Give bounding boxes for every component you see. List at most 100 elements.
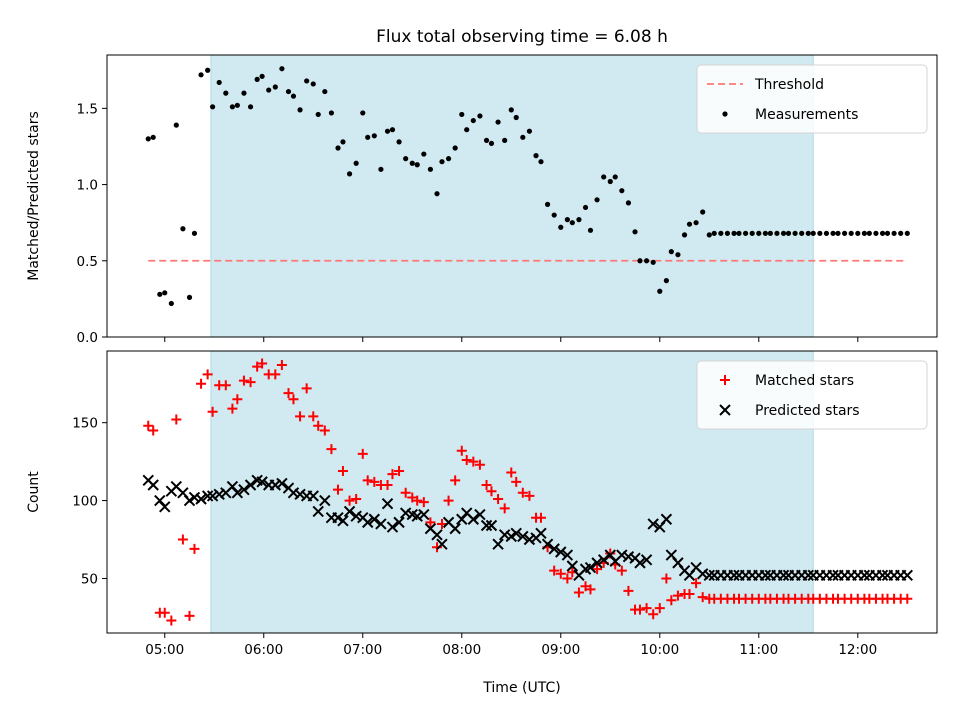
y-tick-label: 50	[81, 571, 98, 587]
y-tick-label: 1.5	[77, 101, 98, 117]
data-point	[198, 72, 204, 78]
data-point	[549, 565, 560, 576]
data-point	[827, 569, 839, 582]
data-point	[369, 476, 380, 487]
data-point	[247, 104, 254, 110]
data-point	[810, 230, 816, 236]
data-point	[414, 162, 420, 168]
data-point	[474, 508, 486, 521]
data-point	[634, 604, 645, 615]
data-point	[297, 107, 303, 113]
data-point	[362, 516, 374, 529]
data-point	[259, 73, 265, 79]
data-point	[661, 573, 672, 584]
data-point	[731, 230, 737, 236]
data-point	[524, 490, 535, 501]
data-point	[468, 456, 479, 467]
data-point	[492, 538, 504, 550]
x-tick-label: 08:00	[442, 642, 481, 658]
data-point	[464, 127, 470, 133]
data-point	[675, 252, 681, 258]
data-point	[207, 406, 218, 417]
data-point	[483, 137, 490, 143]
data-point	[511, 476, 522, 487]
y-axis-label: Matched/Predicted stars	[26, 111, 42, 281]
data-point	[861, 230, 867, 236]
data-point	[654, 603, 665, 614]
data-point	[353, 160, 359, 166]
data-point	[855, 230, 861, 236]
panel-counts: 05:00 06:00 07:00 08:00 09:00 10:00 11:00 12:00…	[26, 350, 938, 658]
data-point	[623, 585, 634, 596]
data-point	[749, 230, 755, 236]
data-point	[227, 403, 238, 414]
data-point	[718, 230, 724, 236]
data-point	[269, 479, 282, 491]
data-point	[223, 90, 229, 96]
data-point	[637, 258, 643, 264]
data-point	[672, 590, 683, 601]
data-point	[564, 217, 570, 223]
data-point	[591, 557, 603, 569]
data-point	[622, 550, 635, 563]
data-point	[283, 388, 294, 399]
data-point	[335, 145, 341, 151]
legend-label: Predicted stars	[755, 403, 860, 419]
data-point	[696, 568, 709, 580]
data-point	[294, 488, 306, 501]
data-point	[640, 554, 653, 566]
data-point	[780, 230, 787, 236]
data-point	[180, 226, 186, 232]
data-point	[387, 469, 398, 480]
data-point	[386, 521, 399, 533]
data-point	[357, 448, 368, 459]
data-point	[700, 209, 706, 215]
data-point	[232, 394, 243, 405]
data-point	[238, 483, 250, 496]
data-point	[157, 291, 163, 297]
data-point	[238, 375, 249, 386]
data-point	[337, 515, 349, 527]
data-point	[657, 288, 663, 294]
data-point	[510, 527, 522, 539]
data-point	[337, 465, 348, 476]
data-point	[533, 153, 539, 159]
data-point	[548, 543, 560, 555]
data-point	[244, 479, 257, 491]
data-point	[643, 258, 650, 264]
data-point	[411, 510, 423, 522]
data-point	[759, 569, 772, 582]
data-point	[858, 569, 871, 582]
data-point	[168, 300, 174, 307]
x-tick-label: 12:00	[838, 642, 877, 658]
data-point	[480, 519, 493, 532]
data-point	[350, 510, 362, 522]
data-point	[384, 128, 391, 134]
data-point	[231, 487, 244, 499]
legend-label: Measurements	[755, 107, 858, 123]
data-point	[517, 487, 528, 498]
data-point	[697, 592, 708, 603]
y-axis-label: Count	[26, 471, 42, 513]
data-point	[823, 230, 830, 236]
data-point	[488, 140, 495, 147]
data-point	[576, 217, 582, 223]
data-point	[551, 212, 557, 218]
data-point	[418, 508, 430, 521]
data-point	[474, 459, 485, 470]
data-point	[439, 159, 445, 165]
x-tick-label: 06:00	[244, 642, 283, 658]
data-point	[434, 191, 440, 197]
data-point	[650, 259, 656, 265]
data-point	[312, 505, 324, 518]
data-point	[333, 484, 344, 495]
data-point	[202, 369, 213, 380]
data-point	[526, 128, 533, 134]
data-point	[409, 160, 415, 166]
data-point	[189, 543, 200, 554]
data-point	[538, 159, 544, 165]
data-point	[381, 497, 394, 510]
data-point	[270, 369, 281, 380]
data-point	[150, 134, 156, 140]
